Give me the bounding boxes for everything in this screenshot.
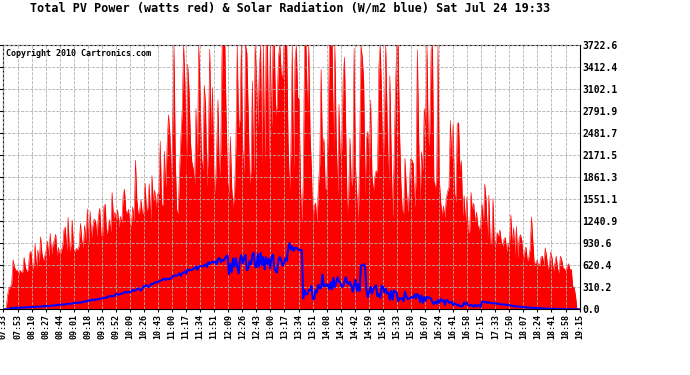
- Text: Total PV Power (watts red) & Solar Radiation (W/m2 blue) Sat Jul 24 19:33: Total PV Power (watts red) & Solar Radia…: [30, 2, 550, 15]
- Text: Copyright 2010 Cartronics.com: Copyright 2010 Cartronics.com: [6, 49, 151, 58]
